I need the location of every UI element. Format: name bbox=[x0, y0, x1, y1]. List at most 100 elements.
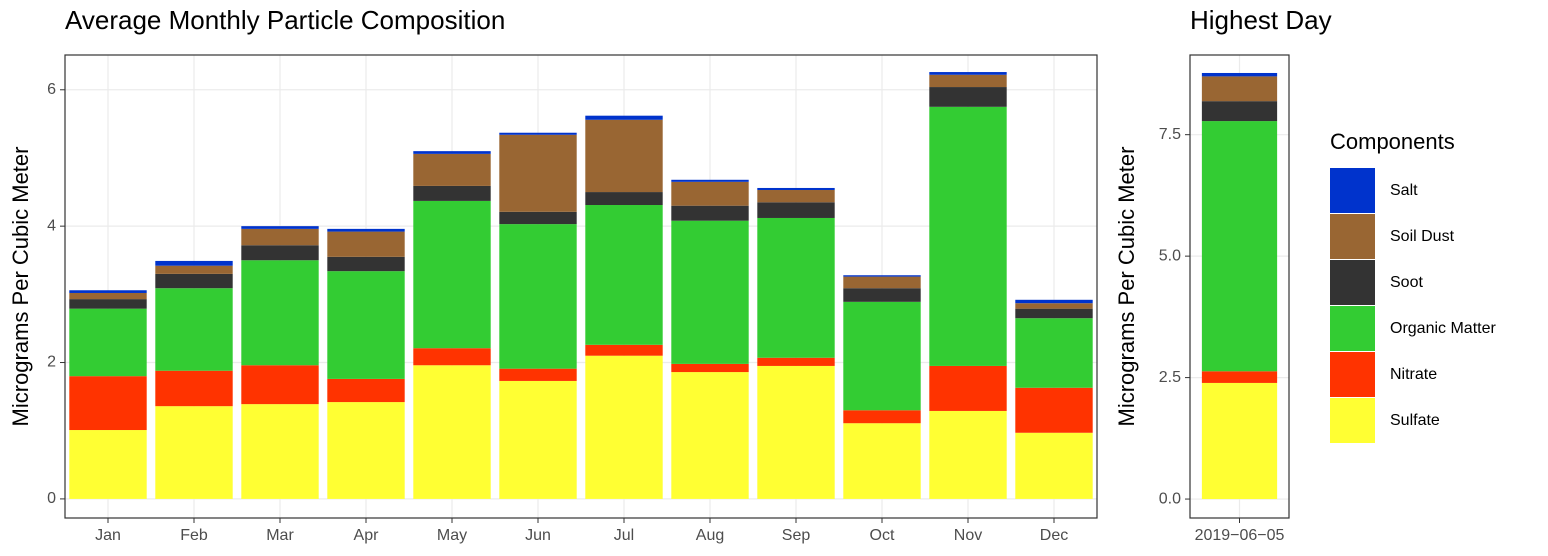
bar-segment bbox=[327, 271, 405, 379]
bar-segment bbox=[585, 115, 663, 120]
x-tick-label: Mar bbox=[266, 527, 294, 544]
legend-key bbox=[1330, 168, 1375, 213]
bar-segment bbox=[929, 106, 1007, 366]
x-tick-label: Apr bbox=[354, 527, 380, 544]
bar-segment bbox=[413, 153, 491, 186]
bar-segment bbox=[929, 74, 1007, 88]
panel-border bbox=[64, 54, 1098, 519]
bar-segment bbox=[69, 376, 147, 431]
legend-label: Nitrate bbox=[1390, 366, 1437, 383]
bar-segment bbox=[843, 410, 921, 424]
bar-segment bbox=[1201, 101, 1278, 122]
bar-segment bbox=[413, 348, 491, 366]
x-tick-label: Jul bbox=[614, 527, 634, 544]
bar-segment bbox=[843, 288, 921, 302]
bar-segment bbox=[499, 368, 577, 381]
bar-segment bbox=[671, 179, 749, 182]
bar-segment bbox=[327, 256, 405, 272]
bar-segment bbox=[671, 205, 749, 221]
bar-segment bbox=[155, 406, 233, 499]
legend-label: Salt bbox=[1390, 182, 1418, 199]
bar-segment bbox=[585, 205, 663, 345]
y-tick-label: 2 bbox=[47, 354, 56, 371]
bar-segment bbox=[69, 299, 147, 309]
bar-segment bbox=[155, 265, 233, 274]
x-tick-label: Dec bbox=[1040, 527, 1068, 544]
panel-border bbox=[1189, 54, 1290, 519]
x-tick-label: Oct bbox=[870, 527, 895, 544]
bar-segment bbox=[155, 260, 233, 266]
bar-segment bbox=[413, 151, 491, 154]
bar-segment bbox=[1201, 72, 1278, 77]
bar-segment bbox=[1201, 121, 1278, 372]
x-tick-label: May bbox=[437, 527, 467, 544]
bar-segment bbox=[241, 260, 319, 366]
bar-segment bbox=[757, 357, 835, 366]
bar-segment bbox=[929, 72, 1007, 75]
bar-segment bbox=[1201, 76, 1278, 102]
bar-segment bbox=[499, 211, 577, 225]
bar-segment bbox=[241, 226, 319, 229]
bar-segment bbox=[413, 185, 491, 201]
chart-title: Highest Day bbox=[1190, 5, 1332, 35]
y-tick-label: 4 bbox=[47, 217, 56, 234]
bar-segment bbox=[241, 365, 319, 405]
bar-segment bbox=[413, 365, 491, 499]
bar-segment bbox=[499, 224, 577, 369]
legend-key bbox=[1330, 260, 1375, 305]
x-tick-label: Feb bbox=[180, 527, 208, 544]
bar-segment bbox=[327, 402, 405, 499]
legend-label: Soil Dust bbox=[1390, 228, 1455, 245]
bar-segment bbox=[1015, 303, 1093, 309]
x-tick-label: Jun bbox=[525, 527, 551, 544]
y-tick-label: 0.0 bbox=[1159, 490, 1181, 507]
bar-segment bbox=[843, 423, 921, 499]
bar-segment bbox=[757, 217, 835, 358]
bar-segment bbox=[843, 275, 921, 277]
bar-segment bbox=[1015, 308, 1093, 319]
bar-segment bbox=[499, 132, 577, 135]
bar-segment bbox=[671, 363, 749, 373]
bar-segment bbox=[757, 202, 835, 218]
bar-segment bbox=[155, 370, 233, 407]
bar-segment bbox=[1015, 318, 1093, 388]
bar-segment bbox=[499, 134, 577, 212]
bar-segment bbox=[671, 181, 749, 206]
y-axis-label: Micrograms Per Cubic Meter bbox=[8, 147, 33, 427]
bar-segment bbox=[1015, 432, 1093, 499]
legend-label: Sulfate bbox=[1390, 412, 1440, 429]
bar-segment bbox=[327, 378, 405, 403]
bar-segment bbox=[671, 220, 749, 364]
y-tick-label: 0 bbox=[47, 490, 56, 507]
bar-segment bbox=[241, 404, 319, 499]
bar-segment bbox=[929, 365, 1007, 411]
bar-segment bbox=[241, 228, 319, 246]
legend-key bbox=[1330, 306, 1375, 351]
bar-segment bbox=[241, 245, 319, 261]
bar-segment bbox=[1201, 371, 1278, 383]
bar-segment bbox=[757, 187, 835, 191]
legend-title: Components bbox=[1330, 129, 1455, 154]
panel-background bbox=[65, 55, 1097, 518]
bar-segment bbox=[843, 276, 921, 289]
bar-segment bbox=[327, 231, 405, 257]
y-tick-label: 6 bbox=[47, 81, 56, 98]
bar-segment bbox=[327, 228, 405, 232]
x-tick-label: Jan bbox=[95, 527, 121, 544]
bar-segment bbox=[1015, 387, 1093, 433]
bar-segment bbox=[929, 87, 1007, 107]
legend-key bbox=[1330, 214, 1375, 259]
bar-segment bbox=[1015, 299, 1093, 304]
x-tick-label: Sep bbox=[782, 527, 811, 544]
bar-segment bbox=[499, 380, 577, 499]
bar-segment bbox=[69, 292, 147, 300]
bar-segment bbox=[155, 273, 233, 289]
legend-label: Organic Matter bbox=[1390, 320, 1496, 337]
bar-segment bbox=[585, 119, 663, 193]
legend-label: Soot bbox=[1390, 274, 1423, 291]
bar-segment bbox=[843, 301, 921, 411]
bar-segment bbox=[413, 200, 491, 349]
bar-segment bbox=[585, 344, 663, 356]
bar-segment bbox=[69, 290, 147, 293]
